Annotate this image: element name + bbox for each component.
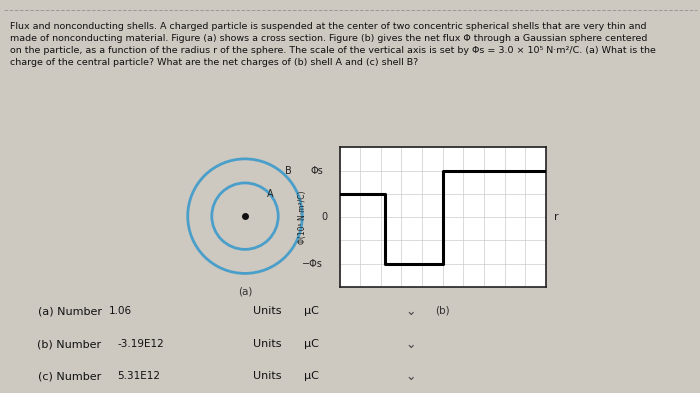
Text: μC: μC — [304, 307, 319, 316]
Text: (b) Number: (b) Number — [37, 339, 102, 349]
Text: 5.31E12: 5.31E12 — [118, 371, 160, 381]
Text: ⌄: ⌄ — [405, 305, 416, 318]
Text: Units: Units — [253, 371, 282, 381]
Text: r: r — [554, 212, 559, 222]
Text: Flux and nonconducting shells. A charged particle is suspended at the center of : Flux and nonconducting shells. A charged… — [10, 22, 657, 67]
Text: Units: Units — [253, 339, 282, 349]
Text: (a): (a) — [238, 287, 252, 297]
Text: (c) Number: (c) Number — [38, 371, 102, 381]
Text: ⌄: ⌄ — [405, 370, 416, 383]
Text: Φs: Φs — [310, 165, 323, 176]
Text: μC: μC — [304, 371, 319, 381]
Text: −Φs: −Φs — [302, 259, 323, 269]
Text: (b): (b) — [435, 305, 450, 315]
Text: Φ(10⁵ N·m²/C): Φ(10⁵ N·m²/C) — [298, 190, 307, 244]
Text: (a) Number: (a) Number — [38, 307, 102, 316]
Text: Units: Units — [253, 307, 282, 316]
Text: A: A — [267, 189, 274, 199]
Text: 1.06: 1.06 — [109, 307, 132, 316]
Text: -3.19E12: -3.19E12 — [118, 339, 164, 349]
Text: ⌄: ⌄ — [405, 338, 416, 351]
Text: 0: 0 — [321, 212, 327, 222]
Text: μC: μC — [304, 339, 319, 349]
Text: B: B — [285, 167, 291, 176]
